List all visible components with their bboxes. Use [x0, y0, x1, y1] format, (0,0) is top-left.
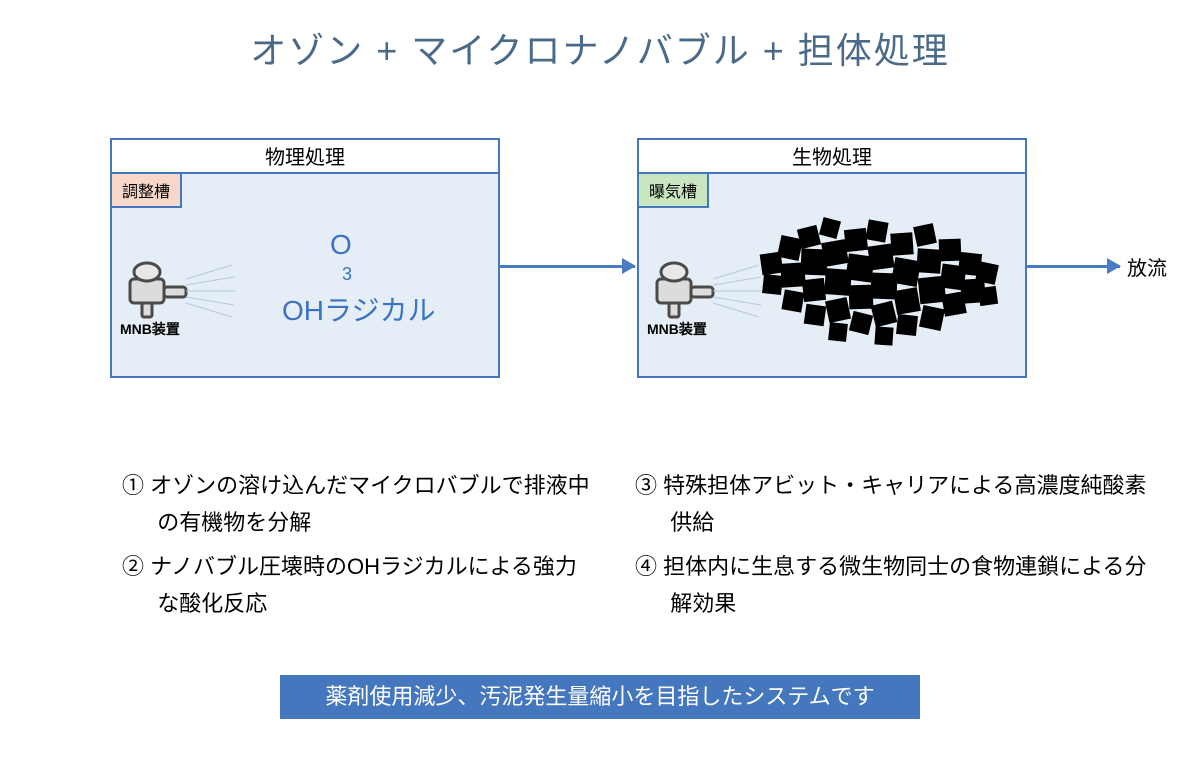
- tank-physical-body: 調整槽 MNB装置 O 3 OHラジカル: [110, 174, 500, 378]
- carrier-square: [919, 305, 945, 331]
- tank-biological-header: 生物処理: [637, 138, 1027, 174]
- oh-radical-label: OHラジカル: [282, 289, 435, 329]
- closing-banner: 薬剤使用減少、汚泥発生量縮小を目指したシステムです: [280, 675, 920, 719]
- carrier-square: [802, 278, 826, 302]
- tank-physical-header: 物理処理: [110, 138, 500, 174]
- carrier-square: [865, 219, 888, 242]
- bullet-list-right: ③ 特殊担体アビット・キャリアによる高濃度純酸素供給④ 担体内に生息する微生物同…: [595, 467, 1165, 629]
- carrier-square: [797, 225, 821, 249]
- carrier-square: [874, 326, 893, 345]
- carrier-square: [871, 301, 898, 328]
- carrier-square: [893, 287, 921, 315]
- outflow-label: 放流: [1127, 252, 1167, 281]
- bullet-item: ② ナノバブル圧壊時のOHラジカルによる強力な酸化反応: [122, 548, 592, 623]
- tank-physical: 物理処理 調整槽 MNB装置 O 3 OHラジカル: [110, 138, 500, 378]
- carrier-square: [978, 286, 998, 306]
- carrier-square: [844, 228, 868, 252]
- carrier-square: [916, 248, 942, 274]
- flow-arrow-1: [500, 265, 635, 267]
- carrier-square: [781, 289, 804, 312]
- tank-biological: 生物処理 曝気槽 MNB装置: [637, 138, 1027, 378]
- carrier-square: [762, 274, 783, 295]
- bullet-list-left: ① オゾンの溶け込んだマイクロバブルで排液中の有機物を分解② ナノバブル圧壊時の…: [82, 467, 592, 629]
- carrier-square: [939, 239, 962, 262]
- carrier-square: [913, 223, 937, 247]
- page-title: オゾン + マイクロナノバブル + 担体処理: [0, 22, 1200, 74]
- flow-arrow-2: [1027, 265, 1120, 267]
- mnb-device-label: MNB装置: [647, 319, 707, 339]
- carrier-square: [975, 261, 999, 285]
- carrier-square: [819, 217, 841, 239]
- carrier-cluster: [759, 219, 1009, 369]
- mnb-device-label: MNB装置: [120, 319, 180, 339]
- ozone-symbol: O: [330, 229, 352, 261]
- ozone-subscript: 3: [342, 264, 352, 285]
- carrier-square: [849, 311, 873, 335]
- carrier-square: [804, 304, 827, 327]
- tank-biological-body: 曝気槽 MNB装置: [637, 174, 1027, 378]
- bullet-item: ① オゾンの溶け込んだマイクロバブルで排液中の有機物を分解: [122, 467, 592, 542]
- carrier-square: [825, 297, 851, 323]
- bullet-item: ③ 特殊担体アビット・キャリアによる高濃度純酸素供給: [635, 467, 1165, 542]
- tank-physical-tag: 調整槽: [112, 174, 182, 208]
- bullet-item: ④ 担体内に生息する微生物同士の食物連鎖による分解効果: [635, 548, 1165, 623]
- carrier-square: [890, 232, 913, 255]
- carrier-square: [828, 322, 848, 342]
- carrier-square: [896, 314, 918, 336]
- tank-biological-tag: 曝気槽: [639, 174, 709, 208]
